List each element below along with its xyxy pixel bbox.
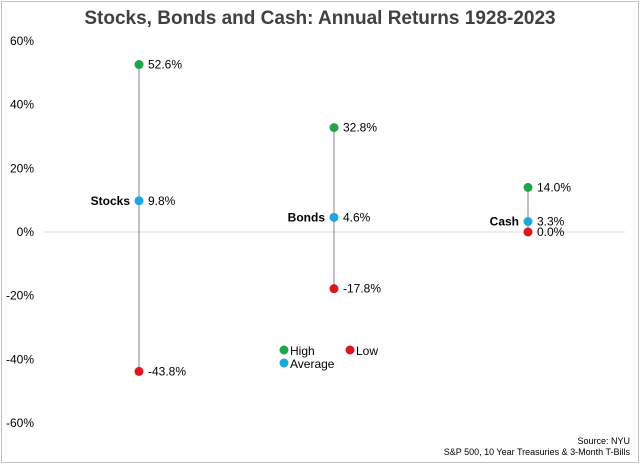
source-line: Source: NYU xyxy=(577,436,630,446)
source-line: S&P 500, 10 Year Treasuries & 3-Month T-… xyxy=(444,447,631,457)
legend-marker-high xyxy=(279,345,289,355)
y-tick-label: -40% xyxy=(6,352,34,366)
y-tick-label: 0% xyxy=(17,225,35,239)
category-label: Stocks xyxy=(91,194,131,208)
point-low xyxy=(134,366,144,376)
legend-marker-average xyxy=(279,358,289,368)
legend-label-average: Average xyxy=(290,357,335,371)
legend-label-high: High xyxy=(290,344,315,358)
y-tick-label: 60% xyxy=(10,34,34,48)
point-average xyxy=(134,196,144,206)
data-label: -17.8% xyxy=(343,282,381,296)
legend-label-low: Low xyxy=(356,344,378,358)
point-low xyxy=(523,227,533,237)
point-high xyxy=(329,123,339,133)
plot-marks: Stocks Bonds Cash 52.6% 32.8% 14.0% 9.8% 4.6% 3.… xyxy=(91,58,572,379)
point-high xyxy=(134,60,144,70)
y-tick-label: 20% xyxy=(10,161,34,175)
y-tick-label: 40% xyxy=(10,98,34,112)
category-label: Cash xyxy=(490,214,519,228)
data-label: 32.8% xyxy=(343,121,377,135)
legend: High Low Average xyxy=(279,344,378,371)
point-average xyxy=(523,216,533,226)
y-tick-label: -60% xyxy=(6,416,34,430)
point-low xyxy=(329,284,339,294)
legend-marker-low xyxy=(345,345,355,355)
data-label: 9.8% xyxy=(148,194,176,208)
point-high xyxy=(523,182,533,192)
data-label: 14.0% xyxy=(537,180,571,194)
data-label: -43.8% xyxy=(148,364,186,378)
data-label: 3.3% xyxy=(537,214,565,228)
data-label: 4.6% xyxy=(343,210,371,224)
data-label: 52.6% xyxy=(148,58,182,72)
chart-title: Stocks, Bonds and Cash: Annual Returns 1… xyxy=(84,8,555,29)
category-label: Bonds xyxy=(288,210,326,224)
point-average xyxy=(329,212,339,222)
data-label: 0.0% xyxy=(537,225,565,239)
y-tick-label: -20% xyxy=(6,289,34,303)
